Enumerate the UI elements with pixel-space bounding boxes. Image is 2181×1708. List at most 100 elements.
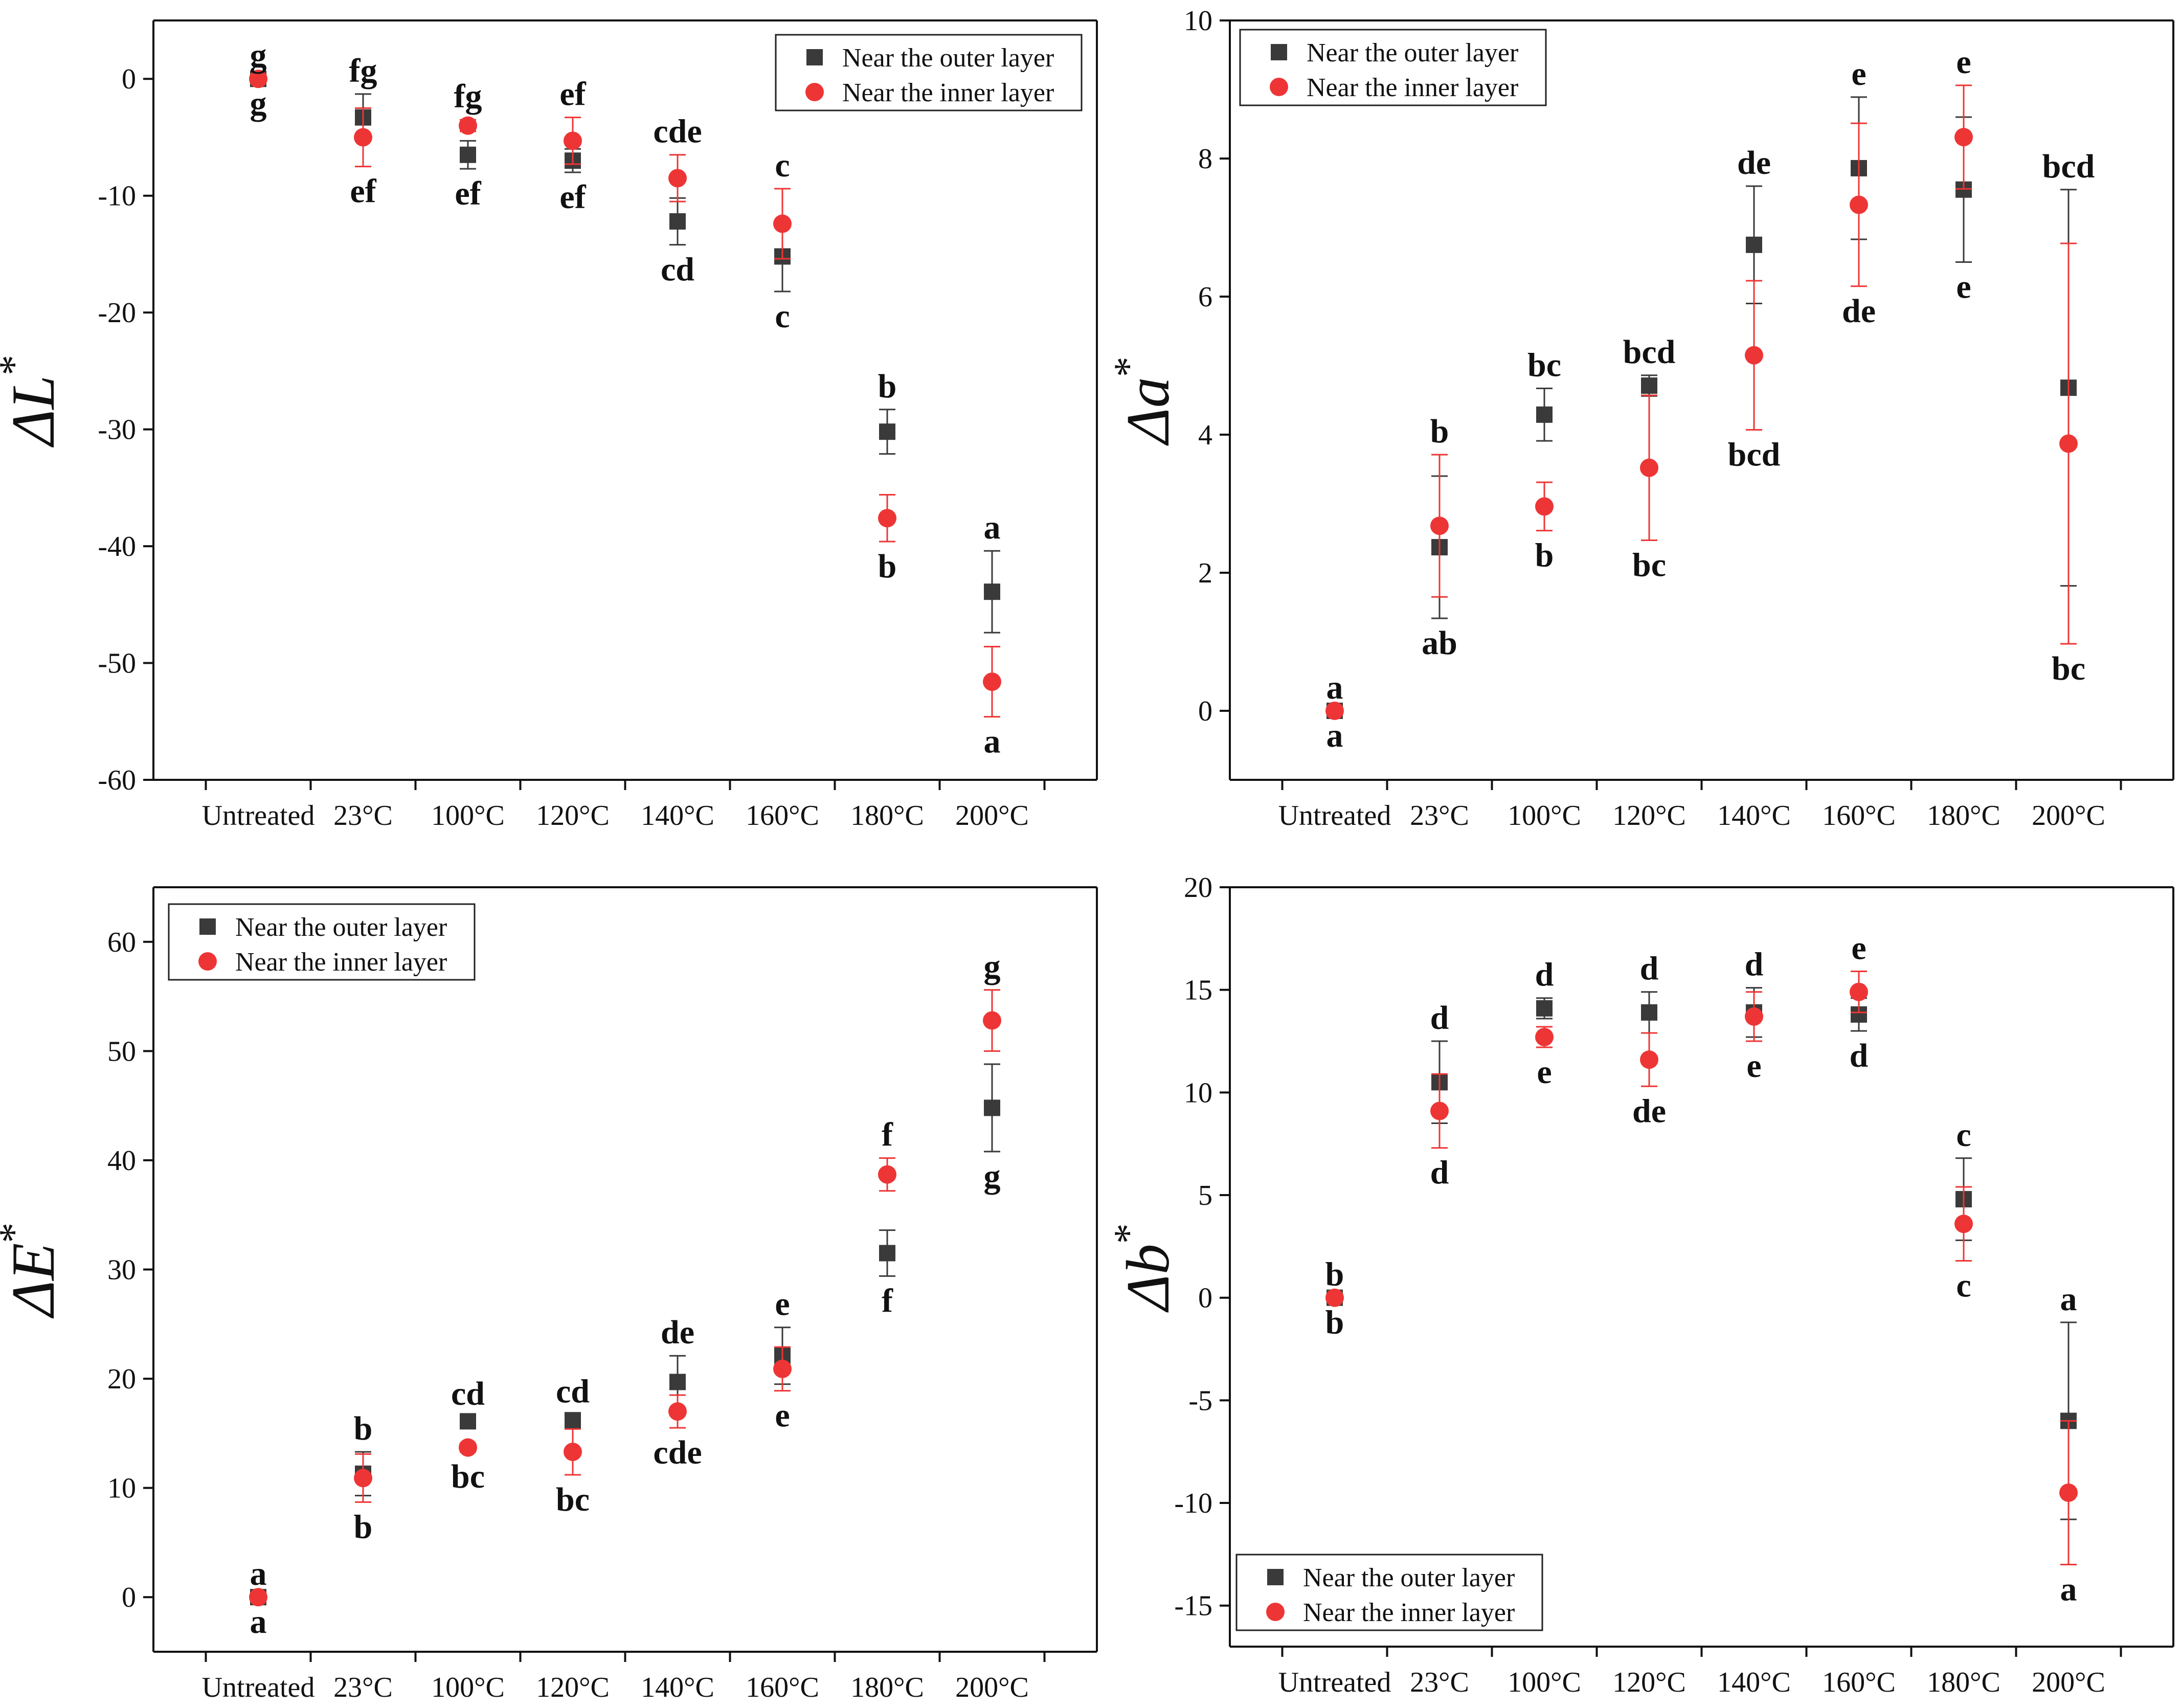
significance-letter-bottom: a	[2060, 1570, 2077, 1608]
x-category-label: 100°C	[1508, 1667, 1581, 1698]
y-tick-label: -40	[98, 531, 136, 563]
x-category-label: 160°C	[746, 1672, 819, 1703]
significance-letter-bottom: d	[1430, 1154, 1449, 1192]
x-category-label: 160°C	[746, 800, 819, 831]
x-category-label: Untreated	[1278, 1667, 1391, 1698]
significance-letter-top: b	[1430, 413, 1449, 450]
data-point-square	[984, 1099, 1000, 1116]
significance-letter-top: d	[1430, 999, 1449, 1037]
significance-letter-top: e	[1851, 55, 1866, 93]
legend-label-inner: Near the inner layer	[842, 78, 1054, 107]
y-tick-label: -50	[98, 648, 136, 680]
y-axis-title-sup: *	[1106, 356, 1151, 377]
x-category-label: Untreated	[1278, 800, 1391, 831]
legend-label-outer: Near the outer layer	[235, 913, 447, 942]
y-tick-label: 10	[107, 1473, 136, 1504]
data-point-circle	[668, 1402, 687, 1421]
significance-letter-top: b	[1325, 1256, 1344, 1293]
x-category-label: 23°C	[333, 800, 393, 831]
x-category-label: 200°C	[2032, 1667, 2105, 1698]
legend-label-outer: Near the outer layer	[842, 43, 1054, 73]
significance-letter-top: e	[775, 1286, 790, 1323]
data-point-circle	[1535, 497, 1554, 516]
significance-letter-bottom: d	[1850, 1037, 1869, 1074]
significance-letter-top: de	[1737, 144, 1771, 182]
legend-marker-inner	[1266, 1603, 1285, 1621]
significance-letter-bottom: a	[1326, 717, 1343, 754]
x-category-label: 160°C	[1822, 800, 1896, 831]
legend-label-inner: Near the inner layer	[1303, 1598, 1515, 1627]
significance-letter-bottom: b	[878, 548, 897, 585]
data-point-circle	[1640, 1050, 1658, 1069]
significance-letter-top: bcd	[1623, 333, 1676, 371]
legend-marker-inner	[805, 83, 824, 101]
significance-letter-bottom: g	[984, 1158, 1001, 1195]
y-tick-label: 60	[107, 927, 136, 958]
significance-letter-top: e	[1956, 43, 1971, 81]
y-axis-title: Δb*	[1106, 1223, 1182, 1312]
legend-marker-outer	[199, 918, 216, 935]
data-point-circle	[983, 1011, 1001, 1030]
data-point-square	[879, 1245, 895, 1262]
data-point-circle	[878, 1165, 896, 1184]
data-point-circle	[1640, 458, 1658, 477]
data-point-square	[879, 423, 895, 440]
data-point-circle	[1954, 128, 1973, 147]
y-tick-label: -30	[98, 414, 136, 446]
significance-letter-bottom: e	[1956, 268, 1971, 306]
y-tick-label: 8	[1198, 143, 1212, 175]
data-point-circle	[564, 131, 582, 150]
series-inner	[1325, 84, 2078, 720]
y-tick-label: 30	[107, 1254, 136, 1286]
chart-panel-1: 0 -10 -20 -30 -40 -50 -60 Untreated 23°C 100°C 120…	[0, 19, 1098, 831]
y-tick-label: -5	[1188, 1385, 1212, 1417]
legend-box	[775, 34, 1083, 111]
data-point-square	[669, 213, 686, 230]
x-category-label: 120°C	[1612, 800, 1686, 831]
significance-letter-bottom: bc	[451, 1458, 485, 1495]
data-point-circle	[2059, 1483, 2078, 1502]
y-axis-title-symbol: ΔE	[0, 1243, 67, 1319]
y-tick-label: 4	[1198, 419, 1212, 451]
data-point-circle	[459, 1438, 477, 1457]
chart-panel-4: 20 15 10 5 0 -5 -10 -15 Untreated 23°C 100°C 120°C 1…	[1106, 872, 2174, 1698]
y-tick-label: -10	[98, 181, 136, 212]
data-point-circle	[668, 169, 687, 188]
data-point-circle	[1325, 1288, 1344, 1307]
x-category-label: 100°C	[431, 1672, 505, 1703]
y-axis-title-symbol: Δa	[1114, 377, 1182, 445]
significance-letter-bottom: g	[250, 85, 267, 122]
y-axis-title: ΔL*	[0, 355, 67, 447]
significance-letter-bottom: b	[354, 1508, 373, 1545]
legend-marker-outer	[1267, 1569, 1284, 1585]
significance-letter-top: cde	[653, 113, 702, 150]
y-axis-title-sup: *	[0, 1223, 36, 1243]
data-point-square	[565, 1412, 581, 1429]
significance-letter-top: bcd	[2042, 148, 2095, 185]
x-category-label: 100°C	[431, 800, 505, 831]
data-point-circle	[773, 214, 792, 233]
data-point-circle	[2059, 434, 2078, 453]
significance-letter-top: de	[661, 1314, 694, 1351]
data-point-circle	[878, 509, 896, 528]
legend: Near the outer layer Near the inner layer	[1239, 29, 1547, 106]
y-tick-label: 20	[107, 1363, 136, 1395]
x-category-label: 23°C	[1410, 800, 1469, 831]
x-category-label: 180°C	[1927, 1667, 2000, 1698]
y-tick-label: 5	[1198, 1180, 1212, 1211]
x-category-label: Untreated	[202, 800, 315, 831]
data-point-circle	[1850, 982, 1868, 1001]
significance-letter-top: e	[1851, 930, 1866, 967]
significance-letter-bottom: f	[882, 1282, 893, 1319]
significance-letter-bottom: c	[775, 298, 790, 335]
significance-letter-top: b	[878, 368, 897, 405]
data-point-square	[669, 1374, 686, 1390]
x-category-label: Untreated	[202, 1672, 315, 1703]
chart-panel-2: 0 2 4 6 8 10 Untreated 23°C 100°C 120°C 140°C 160°C…	[1106, 5, 2174, 831]
significance-letter-top: fg	[349, 52, 377, 89]
x-category-label: 23°C	[333, 1672, 393, 1703]
data-point-circle	[773, 1359, 792, 1378]
y-tick-label: 0	[122, 1582, 136, 1613]
y-tick-label: 40	[107, 1145, 136, 1177]
